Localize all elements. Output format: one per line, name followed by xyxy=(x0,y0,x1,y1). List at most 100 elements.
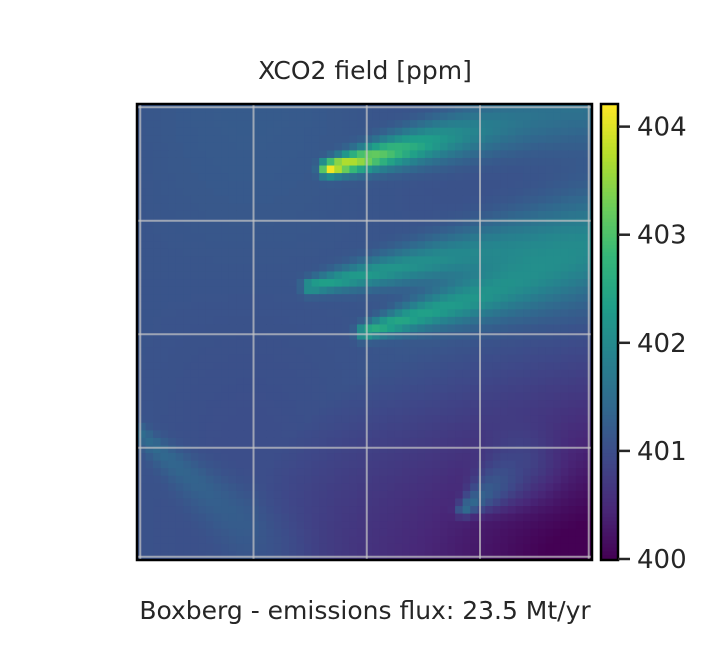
heatmap-cell xyxy=(364,445,373,454)
heatmap-cell xyxy=(568,157,577,167)
heatmap-cell xyxy=(455,354,464,363)
heatmap-cell xyxy=(145,226,154,235)
heatmap-cell xyxy=(198,135,207,144)
heatmap-cell xyxy=(462,384,471,394)
heatmap-cell xyxy=(394,339,403,348)
heatmap-cell xyxy=(583,407,592,416)
heatmap-cell xyxy=(447,226,456,235)
heatmap-cell xyxy=(447,347,456,356)
heatmap-cell xyxy=(205,226,215,235)
heatmap-cell xyxy=(538,528,547,537)
heatmap-cell xyxy=(372,135,381,144)
heatmap-cell xyxy=(394,142,403,151)
heatmap-cell xyxy=(379,142,388,151)
heatmap-cell xyxy=(440,339,449,348)
heatmap-cell xyxy=(440,384,449,394)
heatmap-cell xyxy=(341,422,350,431)
heatmap-cell xyxy=(145,400,154,409)
colorbar-segment xyxy=(602,252,617,257)
heatmap-cell xyxy=(409,157,418,167)
heatmap-cell xyxy=(349,543,358,553)
heatmap-cell xyxy=(289,271,298,280)
colorbar xyxy=(602,105,617,560)
heatmap-cell xyxy=(251,173,260,182)
heatmap-cell xyxy=(153,180,162,189)
heatmap-cell xyxy=(190,195,199,204)
heatmap-cell xyxy=(175,483,184,492)
heatmap-cell xyxy=(470,203,479,212)
heatmap-cell xyxy=(258,142,267,151)
heatmap-cell xyxy=(583,294,592,303)
heatmap-cell xyxy=(198,453,207,462)
heatmap-cell xyxy=(326,506,335,515)
heatmap-cell xyxy=(281,332,290,341)
heatmap-cell xyxy=(485,551,494,560)
heatmap-cell xyxy=(326,150,335,159)
heatmap-cell xyxy=(205,415,215,424)
heatmap-cell xyxy=(349,188,358,197)
colorbar-segment xyxy=(602,456,617,462)
heatmap-cell xyxy=(221,248,230,257)
heatmap-cell xyxy=(160,294,169,303)
heatmap-cell xyxy=(183,506,192,515)
heatmap-cell xyxy=(402,506,411,515)
heatmap-cell xyxy=(190,120,199,129)
heatmap-cell xyxy=(273,506,283,515)
heatmap-cell xyxy=(485,362,494,371)
heatmap-cell xyxy=(251,150,260,159)
heatmap-cell xyxy=(183,301,192,310)
heatmap-cell xyxy=(500,142,509,151)
colorbar-segment xyxy=(602,388,617,394)
heatmap-cell xyxy=(356,453,366,462)
heatmap-cell xyxy=(190,468,199,477)
heatmap-cell xyxy=(198,188,207,197)
heatmap-cell xyxy=(560,241,569,250)
heatmap-cell xyxy=(349,294,358,303)
heatmap-cell xyxy=(356,286,366,295)
heatmap-cell xyxy=(515,324,524,333)
heatmap-cell xyxy=(349,437,358,447)
heatmap-cell xyxy=(455,180,464,189)
heatmap-cell xyxy=(175,210,184,220)
heatmap-cell xyxy=(553,324,562,333)
heatmap-cell xyxy=(311,180,320,189)
heatmap-cell xyxy=(243,415,252,424)
heatmap-cell xyxy=(402,210,411,220)
heatmap-cell xyxy=(251,513,260,522)
heatmap-cell xyxy=(560,437,569,447)
heatmap-cell xyxy=(364,536,373,545)
heatmap-cell xyxy=(296,271,305,280)
heatmap-cell xyxy=(387,384,396,394)
heatmap-cell xyxy=(236,112,245,121)
heatmap-cell xyxy=(356,392,366,401)
heatmap-cell xyxy=(364,513,373,522)
heatmap-cell xyxy=(138,369,147,378)
heatmap-cell xyxy=(530,309,539,318)
heatmap-cell xyxy=(402,422,411,431)
heatmap-cell xyxy=(311,445,320,454)
heatmap-cell xyxy=(138,188,147,197)
heatmap-cell xyxy=(545,105,554,114)
heatmap-cell xyxy=(311,430,320,439)
heatmap-cell xyxy=(251,316,260,326)
heatmap-cell xyxy=(304,400,313,409)
colorbar-segment xyxy=(602,521,617,526)
heatmap-cell xyxy=(334,279,343,288)
heatmap-cell xyxy=(470,543,479,553)
heatmap-cell xyxy=(341,521,350,530)
heatmap-cell xyxy=(560,339,569,348)
heatmap-cell xyxy=(394,263,403,273)
heatmap-cell xyxy=(560,218,569,227)
heatmap-cell xyxy=(538,218,547,227)
heatmap-cell xyxy=(334,407,343,416)
heatmap-cell xyxy=(304,543,313,553)
heatmap-cell xyxy=(492,165,501,174)
heatmap-cell xyxy=(553,256,562,265)
heatmap-cell xyxy=(440,241,449,250)
heatmap-cell xyxy=(470,483,479,492)
heatmap-cell xyxy=(583,362,592,371)
heatmap-cell xyxy=(251,165,260,174)
heatmap-cell xyxy=(281,120,290,129)
heatmap-cell xyxy=(424,521,434,530)
heatmap-cell xyxy=(138,536,147,545)
